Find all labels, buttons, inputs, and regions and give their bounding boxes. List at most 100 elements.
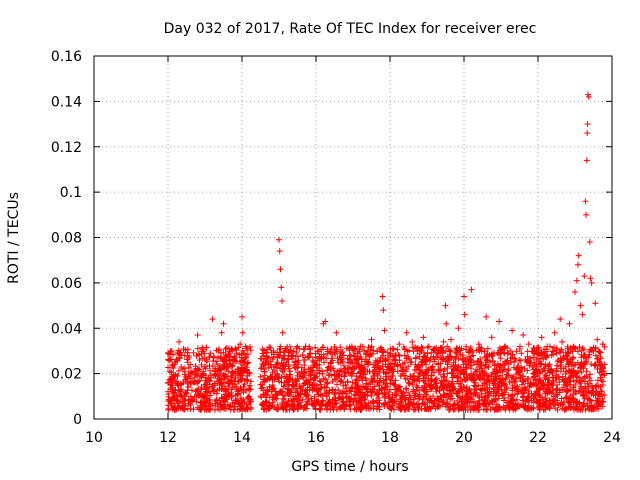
data-point (588, 279, 595, 286)
scatter-point (577, 377, 584, 384)
scatter-point (541, 365, 548, 372)
data-point (239, 329, 246, 336)
scatter-point (374, 399, 381, 406)
scatter-point (259, 350, 266, 357)
scatter-point (470, 371, 477, 378)
scatter-point (532, 396, 539, 403)
scatter-point (549, 389, 556, 396)
scatter-point (262, 399, 269, 406)
scatter-point (225, 368, 232, 375)
scatter-point (226, 391, 233, 398)
data-point (239, 313, 245, 320)
scatter-point (513, 385, 520, 392)
scatter-point (353, 404, 360, 411)
scatter-point (243, 405, 250, 412)
scatter-point (490, 382, 497, 389)
scatter-point (594, 395, 601, 402)
data-point (222, 393, 229, 400)
scatter-point (257, 373, 264, 380)
scatter-point (536, 360, 543, 367)
data-point (407, 359, 414, 366)
y-tick-label: 0.1 (60, 185, 82, 201)
data-point (529, 363, 536, 370)
scatter-point (419, 345, 426, 352)
data-point (209, 316, 216, 323)
data-point (298, 384, 305, 391)
scatter-point (595, 405, 602, 412)
data-point (359, 377, 366, 384)
scatter-point (291, 362, 298, 369)
data-point (338, 368, 345, 375)
data-point (451, 366, 458, 373)
scatter-point (233, 346, 240, 353)
scatter-point (243, 345, 250, 352)
data-point (560, 381, 567, 388)
data-point (481, 347, 488, 354)
scatter-point (378, 346, 385, 353)
data-point (198, 386, 205, 393)
scatter-point (343, 385, 350, 392)
scatter-point (562, 349, 569, 356)
data-point (340, 352, 347, 359)
y-tick-label: 0.12 (51, 140, 82, 156)
y-tick-label: 0.02 (51, 367, 82, 383)
data-point (559, 338, 566, 345)
scatter-point (214, 378, 221, 385)
scatter-point (221, 399, 228, 406)
scatter-point (397, 362, 404, 369)
data-point (503, 384, 510, 391)
data-point (307, 350, 314, 357)
data-point (535, 370, 541, 377)
scatter-point (410, 396, 417, 403)
scatter-point (257, 355, 264, 362)
scatter-point (422, 369, 429, 376)
scatter-point (526, 393, 533, 400)
data-point (190, 379, 197, 386)
scatter-point (315, 391, 322, 398)
scatter-point (566, 381, 573, 388)
data-point (314, 388, 321, 395)
scatter-point (597, 354, 604, 361)
scatter-point (226, 380, 233, 387)
scatter-point (326, 389, 333, 396)
scatter-point (574, 374, 581, 381)
scatter-point (284, 356, 291, 363)
scatter-point (558, 348, 565, 355)
data-point (318, 354, 325, 361)
scatter-point (312, 405, 319, 412)
scatter-point (406, 405, 413, 412)
scatter-point (490, 358, 497, 365)
data-point (583, 157, 590, 164)
scatter-point (576, 343, 583, 350)
scatter-point (431, 356, 438, 363)
data-point (401, 352, 408, 359)
data-point (412, 354, 419, 361)
scatter-point (592, 352, 599, 359)
scatter-point (269, 369, 276, 376)
data-point (355, 361, 362, 368)
scatter-point (317, 406, 324, 413)
data-point (380, 307, 387, 314)
data-point (331, 372, 338, 379)
scatter-point (369, 388, 376, 395)
scatter-point (227, 360, 234, 367)
scatter-point (299, 396, 306, 403)
scatter-point (435, 366, 442, 373)
scatter-point (445, 392, 452, 399)
scatter-point (233, 386, 240, 393)
data-point (279, 329, 286, 336)
scatter-point (337, 378, 344, 385)
data-point (440, 338, 447, 345)
data-point (327, 347, 334, 354)
scatter-point (185, 384, 192, 391)
scatter-point (258, 401, 265, 408)
scatter-point (517, 387, 524, 394)
scatter-point (434, 396, 441, 403)
scatter-point (340, 388, 347, 395)
scatter-point (364, 361, 371, 368)
data-point (311, 375, 318, 382)
scatter-point (368, 393, 375, 400)
scatter-point (587, 371, 594, 378)
scatter-point (580, 400, 587, 407)
scatter-point (358, 403, 365, 410)
